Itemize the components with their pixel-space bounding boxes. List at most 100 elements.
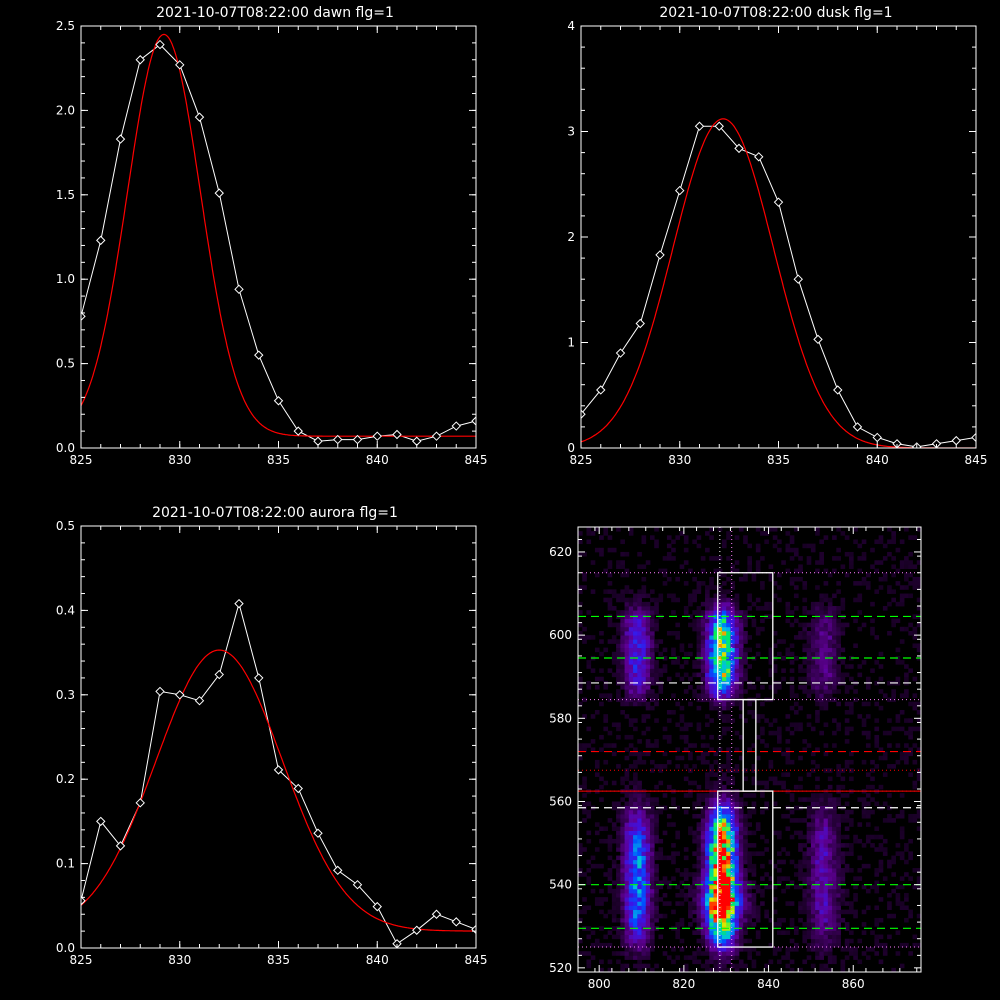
image-heatmap-cell bbox=[730, 822, 736, 827]
image-heatmap-cell bbox=[611, 547, 617, 553]
image-heatmap-cell bbox=[912, 535, 918, 540]
image-heatmap-cell bbox=[713, 622, 719, 628]
image-heatmap-cell bbox=[836, 581, 841, 586]
image-heatmap-cell bbox=[785, 772, 791, 777]
image-heatmap-cell bbox=[836, 868, 841, 873]
image-heatmap-cell bbox=[683, 764, 689, 769]
image-heatmap-cell bbox=[849, 951, 854, 956]
image-heatmap-cell bbox=[899, 539, 905, 545]
image-heatmap-cell bbox=[709, 905, 714, 911]
image-heatmap-cell bbox=[891, 564, 896, 569]
image-heatmap-cell bbox=[751, 897, 757, 902]
image-heatmap-cell bbox=[755, 543, 761, 549]
image-heatmap-cell bbox=[798, 685, 803, 690]
image-heatmap-cell bbox=[649, 884, 655, 890]
image-heatmap-cell bbox=[709, 892, 714, 898]
image-heatmap-cell bbox=[666, 855, 672, 861]
image-heatmap-cell bbox=[857, 938, 863, 944]
image-heatmap-cell bbox=[641, 759, 647, 765]
image-heatmap-cell bbox=[904, 755, 909, 761]
image-heatmap-cell bbox=[696, 784, 702, 790]
image-heatmap-cell bbox=[908, 813, 913, 819]
image-heatmap-cell bbox=[654, 647, 659, 653]
image-heatmap-cell bbox=[836, 892, 841, 898]
image-heatmap-cell bbox=[578, 843, 583, 848]
image-heatmap-cell bbox=[810, 639, 816, 644]
image-heatmap-cell bbox=[645, 606, 651, 611]
image-heatmap-cell bbox=[645, 714, 651, 719]
image-heatmap-cell bbox=[628, 901, 634, 906]
image-heatmap-cell bbox=[734, 955, 740, 960]
image-heatmap-cell bbox=[823, 568, 829, 574]
image-heatmap-cell bbox=[696, 635, 702, 640]
image-heatmap-cell bbox=[713, 922, 719, 927]
image-heatmap-cell bbox=[645, 868, 651, 873]
image-heatmap-cell bbox=[747, 851, 753, 856]
image-heatmap-cell bbox=[649, 967, 655, 973]
image-heatmap-cell bbox=[844, 938, 850, 944]
image-heatmap-cell bbox=[743, 651, 748, 657]
image-heatmap-cell bbox=[721, 651, 727, 657]
image-heatmap-cell bbox=[785, 651, 791, 657]
image-heatmap-cell bbox=[878, 676, 884, 682]
image-heatmap-cell bbox=[840, 880, 846, 886]
image-heatmap-cell bbox=[768, 564, 774, 569]
image-heatmap-cell bbox=[899, 809, 905, 815]
image-heatmap-cell bbox=[721, 809, 727, 815]
image-heatmap-cell bbox=[688, 751, 693, 757]
image-heatmap-cell bbox=[666, 718, 672, 723]
image-heatmap-cell bbox=[726, 685, 731, 690]
image-heatmap-cell bbox=[789, 539, 795, 545]
image-heatmap-cell bbox=[810, 868, 816, 873]
image-heatmap-cell bbox=[578, 689, 583, 694]
image-heatmap-cell bbox=[633, 610, 638, 615]
image-heatmap-cell bbox=[747, 947, 753, 952]
image-heatmap-cell bbox=[578, 630, 583, 636]
image-heatmap-cell bbox=[654, 618, 659, 624]
image-heatmap-cell bbox=[827, 876, 833, 881]
image-heatmap-cell bbox=[721, 901, 727, 906]
image-heatmap-cell bbox=[789, 938, 795, 944]
image-heatmap-cell bbox=[908, 535, 913, 540]
image-heatmap-cell bbox=[781, 655, 786, 661]
image-heatmap-cell bbox=[692, 780, 697, 786]
image-heatmap-cell bbox=[891, 967, 896, 973]
image-heatmap-cell bbox=[836, 838, 841, 844]
image-heatmap-cell bbox=[599, 776, 604, 782]
image-heatmap-cell bbox=[806, 805, 812, 811]
image-heatmap-cell bbox=[705, 639, 710, 644]
image-heatmap-cell bbox=[815, 909, 820, 915]
image-heatmap-cell bbox=[827, 664, 833, 669]
image-heatmap-cell bbox=[637, 643, 642, 649]
image-heatmap-cell bbox=[717, 859, 723, 865]
dusk-data-point bbox=[635, 318, 645, 329]
image-heatmap-cell bbox=[810, 843, 816, 848]
image-heatmap-cell bbox=[832, 888, 837, 894]
image-heatmap-cell bbox=[764, 780, 769, 786]
image-heatmap-cell bbox=[633, 905, 638, 911]
image-heatmap-cell bbox=[755, 930, 761, 935]
image-heatmap-cell bbox=[738, 922, 744, 927]
image-heatmap-cell bbox=[649, 610, 655, 615]
image-heatmap-cell bbox=[734, 764, 740, 769]
image-heatmap-cell bbox=[696, 868, 702, 873]
image-heatmap-cell bbox=[578, 747, 583, 752]
image-heatmap-cell bbox=[785, 568, 791, 574]
image-heatmap-cell bbox=[768, 917, 774, 923]
image-heatmap-cell bbox=[793, 576, 799, 582]
image-heatmap-cell bbox=[633, 668, 638, 673]
image-heatmap-cell bbox=[865, 714, 871, 719]
image-heatmap-cell bbox=[785, 751, 791, 757]
image-heatmap-cell bbox=[671, 539, 676, 545]
image-heatmap-cell bbox=[705, 680, 710, 686]
image-heatmap-cell bbox=[628, 660, 634, 665]
image-heatmap-cell bbox=[726, 905, 731, 911]
image-heatmap-cell bbox=[628, 651, 634, 657]
image-heatmap-cell bbox=[721, 938, 727, 944]
image-heatmap-cell bbox=[666, 543, 672, 549]
image-heatmap-cell bbox=[870, 947, 875, 952]
image-heatmap-cell bbox=[713, 880, 719, 886]
image-heatmap-cell bbox=[836, 606, 841, 611]
image-heatmap-cell bbox=[633, 868, 638, 873]
image-heatmap-cell bbox=[628, 610, 634, 615]
